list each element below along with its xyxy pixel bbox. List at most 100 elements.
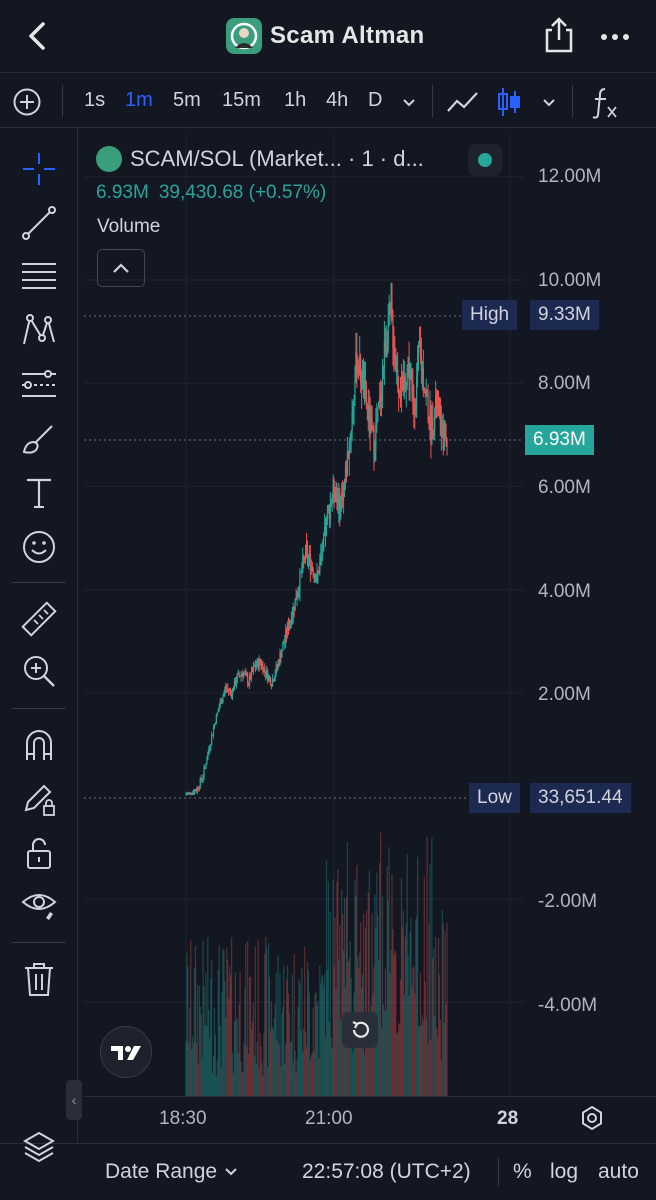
volume-bar	[242, 1071, 244, 1096]
date-range-chevron-icon[interactable]	[224, 1166, 238, 1178]
candle-body	[431, 417, 433, 444]
volume-bar	[222, 949, 224, 1096]
fib-retracement-icon[interactable]	[20, 258, 58, 296]
chart-settings-gear-icon[interactable]	[578, 1104, 606, 1132]
line-chart-type-icon[interactable]	[446, 87, 480, 117]
candle-body	[305, 544, 307, 560]
candle-body	[284, 640, 286, 644]
volume-bar	[293, 954, 295, 1096]
candle-body	[446, 439, 448, 447]
candle-body	[408, 356, 410, 381]
candle-body	[201, 779, 203, 781]
candle-body	[206, 759, 208, 765]
volume-bar	[215, 1075, 217, 1096]
volume-bar	[394, 950, 396, 1096]
magnet-icon[interactable]	[20, 726, 58, 764]
volume-bar	[336, 881, 338, 1096]
zoom-in-icon[interactable]	[20, 652, 58, 690]
timeframe-d[interactable]: D	[368, 89, 383, 111]
candle-body	[254, 665, 256, 668]
tradingview-logo[interactable]	[100, 1026, 152, 1078]
candle-body	[343, 480, 346, 485]
back-chevron-icon[interactable]	[22, 20, 54, 52]
log-scale-toggle[interactable]: log	[550, 1160, 579, 1183]
volume-bar	[259, 1032, 261, 1096]
pattern-tool-icon[interactable]	[20, 312, 58, 350]
timeframe-1s[interactable]: 1s	[84, 89, 106, 111]
candle-body	[288, 624, 291, 631]
unlock-icon[interactable]	[20, 834, 58, 872]
share-icon[interactable]	[542, 16, 576, 54]
percent-scale-toggle[interactable]: %	[513, 1160, 532, 1183]
volume-bar	[193, 967, 196, 1096]
volume-bar	[378, 959, 380, 1096]
timeframe-4h[interactable]: 4h	[326, 89, 349, 111]
indicators-fx-icon[interactable]	[590, 85, 620, 119]
ruler-icon[interactable]	[20, 600, 58, 638]
candle-body	[354, 380, 356, 401]
volume-bar	[354, 880, 356, 1096]
volume-bar	[393, 954, 395, 1096]
emoji-icon[interactable]	[20, 528, 58, 566]
timeframe-dropdown-chevron-icon[interactable]	[400, 93, 418, 111]
collapse-toolbar-tab[interactable]: ‹	[66, 1080, 82, 1120]
prediction-tool-icon[interactable]	[20, 366, 58, 404]
collapse-indicators-button[interactable]	[97, 249, 145, 287]
text-tool-icon[interactable]	[20, 474, 58, 512]
volume-bar	[412, 967, 414, 1096]
volume-bar	[396, 1033, 398, 1096]
candle-body	[274, 674, 276, 679]
volume-bar	[237, 1053, 239, 1096]
volume-bar	[391, 874, 393, 1096]
date-range-button[interactable]: Date Range	[105, 1160, 218, 1183]
layers-icon[interactable]	[22, 1130, 56, 1164]
candle-body	[255, 665, 257, 668]
candle-body	[208, 749, 210, 754]
volume-bar	[253, 1056, 255, 1096]
lock-drawings-pencil-icon[interactable]	[20, 780, 58, 818]
timeframe-1h[interactable]: 1h	[284, 89, 307, 111]
candle-body	[304, 558, 306, 560]
candle-body	[428, 419, 430, 427]
chevron-up-icon	[113, 263, 129, 273]
timeframe-1m[interactable]: 1m	[125, 89, 153, 111]
reset-chart-button[interactable]	[342, 1012, 378, 1048]
candle-body	[323, 532, 325, 551]
volume-bar	[190, 940, 192, 1096]
market-status-indicator[interactable]	[468, 144, 502, 176]
add-symbol-icon[interactable]	[12, 87, 42, 117]
chart-type-dropdown-chevron-icon[interactable]	[540, 93, 558, 111]
volume-bar	[415, 919, 417, 1096]
volume-bar	[245, 943, 247, 1096]
candle-body	[277, 662, 279, 668]
candle-body	[218, 706, 220, 711]
volume-bar	[340, 1020, 342, 1096]
auto-scale-toggle[interactable]: auto	[598, 1160, 639, 1183]
time-axis[interactable]	[84, 1096, 656, 1142]
more-dots-icon[interactable]	[600, 22, 630, 52]
brush-icon[interactable]	[20, 420, 58, 458]
candlestick-chart-type-icon[interactable]	[496, 85, 522, 119]
volume-bar	[374, 894, 376, 1096]
clock-timezone[interactable]: 22:57:08 (UTC+2)	[302, 1160, 471, 1183]
candle-body	[392, 318, 394, 348]
candle-body	[261, 664, 263, 667]
candle-body	[419, 345, 422, 355]
trash-icon[interactable]	[20, 960, 58, 998]
candle-body	[267, 670, 269, 681]
token-title-group[interactable]: Scam Altman	[226, 18, 424, 54]
hide-drawings-eye-icon[interactable]	[20, 884, 58, 922]
price-chart[interactable]	[84, 134, 656, 1144]
volume-bar	[314, 993, 316, 1096]
candle-body	[338, 492, 340, 510]
crosshair-icon[interactable]	[20, 150, 58, 188]
volume-bar	[417, 856, 419, 1096]
trend-line-icon[interactable]	[20, 204, 58, 242]
candle-body	[252, 666, 254, 672]
chart-legend[interactable]: SCAM/SOL (Market... · 1 · d...	[96, 146, 424, 172]
volume-bar	[260, 1045, 262, 1096]
volume-bar	[425, 1018, 427, 1096]
timeframe-15m[interactable]: 15m	[222, 89, 261, 111]
volume-bar	[290, 1041, 292, 1096]
timeframe-5m[interactable]: 5m	[173, 89, 201, 111]
